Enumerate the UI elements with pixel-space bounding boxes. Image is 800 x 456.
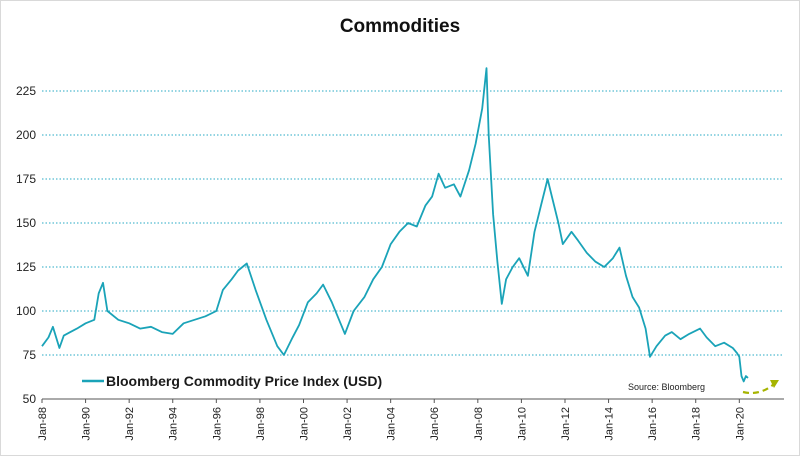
rebound-arrow [742, 383, 775, 395]
legend: Bloomberg Commodity Price Index (USD) [82, 373, 382, 389]
chart-title: Commodities [339, 16, 461, 37]
x-tick-label: Jan-92 [124, 407, 136, 441]
y-tick-label: 50 [23, 392, 37, 406]
x-tick-label: Jan-08 [473, 407, 485, 441]
x-tick-label: Jan-88 [37, 407, 49, 441]
y-tick-label: 125 [16, 260, 36, 274]
y-tick-label: 225 [16, 84, 36, 98]
y-axis-ticks: 50 75 100 125 150 175 200 225 [16, 84, 36, 406]
legend-label: Bloomberg Commodity Price Index (USD) [106, 373, 382, 389]
x-tick-label: Jan-14 [604, 407, 616, 441]
gridlines [42, 90, 784, 356]
x-tick-label: Jan-00 [298, 407, 310, 441]
x-tick-label: Jan-96 [211, 407, 223, 441]
x-axis-ticks: Jan-88 Jan-90 Jan-92 Jan-94 Jan-96 Jan-98 Jan-… [37, 399, 746, 441]
x-tick-label: Jan-16 [647, 407, 659, 441]
source-note: Source: Bloomberg [628, 382, 705, 392]
y-tick-label: 75 [23, 348, 37, 362]
x-tick-label: Jan-94 [168, 407, 180, 441]
series-line [41, 67, 749, 383]
x-tick-label: Jan-98 [255, 407, 267, 441]
y-tick-label: 150 [16, 216, 36, 230]
rebound-arrowhead [770, 380, 779, 388]
x-tick-label: Jan-90 [81, 407, 93, 441]
x-tick-label: Jan-02 [342, 407, 354, 441]
x-tick-label: Jan-18 [691, 407, 703, 441]
x-tick-label: Jan-12 [560, 407, 572, 441]
x-tick-label: Jan-20 [734, 407, 746, 441]
x-tick-label: Jan-06 [429, 407, 441, 441]
x-tick-label: Jan-04 [386, 407, 398, 441]
y-tick-label: 100 [16, 304, 36, 318]
y-tick-label: 200 [16, 128, 36, 142]
y-tick-label: 175 [16, 172, 36, 186]
x-tick-label: Jan-10 [516, 407, 528, 441]
